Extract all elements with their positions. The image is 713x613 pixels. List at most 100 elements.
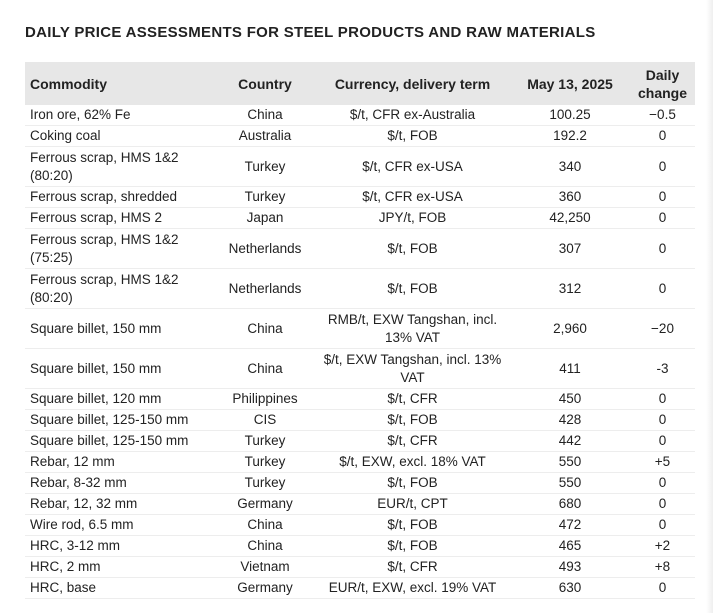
change-cell: 0: [630, 472, 695, 494]
currency-cell: $/t, FOB: [315, 514, 510, 536]
currency-cell: $/t, FOB: [315, 409, 510, 431]
table-row: Ferrous scrap, HMS 1&2 (75:25) Netherlan…: [25, 228, 695, 269]
change-cell: 0: [630, 146, 695, 187]
commodity-cell: Square billet, 150 mm: [25, 348, 215, 389]
change-cell: 0: [630, 577, 695, 599]
commodity-cell: Wire rod, 6.5 mm: [25, 514, 215, 536]
commodity-cell: Ferrous scrap, HMS 1&2 (80:20): [25, 268, 215, 309]
daily-change-header-line2: change: [637, 84, 687, 101]
price-cell: 307: [510, 228, 630, 269]
table-row: Square billet, 150 mm China RMB/t, EXW T…: [25, 308, 695, 349]
column-header-daily-change: Daily change: [630, 62, 695, 105]
currency-cell: $/t, FOB: [315, 535, 510, 557]
country-cell: Vietnam: [215, 556, 315, 578]
country-cell: Japan: [215, 207, 315, 229]
country-cell: China: [215, 308, 315, 349]
currency-cell: $/t, FOB: [315, 472, 510, 494]
currency-cell: JPY/t, FOB: [315, 207, 510, 229]
currency-cell: $/t, EXW, excl. 18% VAT: [315, 451, 510, 473]
change-cell: +2: [630, 535, 695, 557]
price-table-container: Commodity Country Currency, delivery ter…: [25, 62, 695, 599]
country-cell: Australia: [215, 125, 315, 147]
commodity-cell: Ferrous scrap, HMS 1&2 (80:20): [25, 146, 215, 187]
table-row: Ferrous scrap, HMS 1&2 (80:20) Netherlan…: [25, 268, 695, 309]
commodity-cell: Rebar, 12, 32 mm: [25, 493, 215, 515]
country-cell: CIS: [215, 409, 315, 431]
table-row: Coking coal Australia $/t, FOB 192.2 0: [25, 125, 695, 147]
column-header-commodity: Commodity: [25, 62, 215, 105]
change-cell: 0: [630, 493, 695, 515]
table-row: Ferrous scrap, shredded Turkey $/t, CFR …: [25, 186, 695, 208]
commodity-cell: Coking coal: [25, 125, 215, 147]
change-cell: 0: [630, 228, 695, 269]
table-row: Square billet, 125-150 mm Turkey $/t, CF…: [25, 430, 695, 452]
currency-cell: $/t, CFR ex-USA: [315, 186, 510, 208]
right-edge-shadow: [706, 0, 713, 613]
commodity-cell: Square billet, 125-150 mm: [25, 430, 215, 452]
commodity-cell: HRC, 3-12 mm: [25, 535, 215, 557]
price-cell: 312: [510, 268, 630, 309]
country-cell: Turkey: [215, 430, 315, 452]
country-cell: China: [215, 535, 315, 557]
currency-cell: $/t, FOB: [315, 125, 510, 147]
change-cell: +5: [630, 451, 695, 473]
commodity-cell: Ferrous scrap, HMS 2: [25, 207, 215, 229]
table-row: Square billet, 150 mm China $/t, EXW Tan…: [25, 348, 695, 389]
country-cell: China: [215, 105, 315, 126]
change-cell: -3: [630, 348, 695, 389]
table-row: Square billet, 120 mm Philippines $/t, C…: [25, 388, 695, 410]
page-title: DAILY PRICE ASSESSMENTS FOR STEEL PRODUC…: [25, 24, 596, 41]
commodity-cell: Ferrous scrap, HMS 1&2 (75:25): [25, 228, 215, 269]
country-cell: Turkey: [215, 146, 315, 187]
commodity-cell: Square billet, 120 mm: [25, 388, 215, 410]
column-header-currency: Currency, delivery term: [315, 62, 510, 105]
country-cell: Netherlands: [215, 228, 315, 269]
currency-cell: EUR/t, EXW, excl. 19% VAT: [315, 577, 510, 599]
commodity-cell: Ferrous scrap, shredded: [25, 186, 215, 208]
change-cell: 0: [630, 268, 695, 309]
table-row: Wire rod, 6.5 mm China $/t, FOB 472 0: [25, 514, 695, 536]
price-cell: 493: [510, 556, 630, 578]
country-cell: Turkey: [215, 472, 315, 494]
column-header-country: Country: [215, 62, 315, 105]
country-cell: Turkey: [215, 451, 315, 473]
price-cell: 360: [510, 186, 630, 208]
commodity-cell: Square billet, 125-150 mm: [25, 409, 215, 431]
currency-cell: $/t, CFR ex-Australia: [315, 105, 510, 126]
price-cell: 100.25: [510, 105, 630, 126]
price-cell: 192.2: [510, 125, 630, 147]
currency-cell: $/t, CFR: [315, 430, 510, 452]
price-cell: 340: [510, 146, 630, 187]
table-row: HRC, 3-12 mm China $/t, FOB 465 +2: [25, 535, 695, 557]
change-cell: 0: [630, 388, 695, 410]
currency-cell: $/t, CFR: [315, 556, 510, 578]
country-cell: Germany: [215, 577, 315, 599]
table-row: Iron ore, 62% Fe China $/t, CFR ex-Austr…: [25, 105, 695, 126]
table-body: Iron ore, 62% Fe China $/t, CFR ex-Austr…: [25, 105, 695, 599]
price-cell: 450: [510, 388, 630, 410]
price-cell: 465: [510, 535, 630, 557]
header-row: Commodity Country Currency, delivery ter…: [25, 62, 695, 105]
table-row: Rebar, 8-32 mm Turkey $/t, FOB 550 0: [25, 472, 695, 494]
column-header-date: May 13, 2025: [510, 62, 630, 105]
commodity-cell: HRC, 2 mm: [25, 556, 215, 578]
change-cell: −20: [630, 308, 695, 349]
price-cell: 442: [510, 430, 630, 452]
country-cell: Philippines: [215, 388, 315, 410]
change-cell: −0.5: [630, 105, 695, 126]
price-cell: 2,960: [510, 308, 630, 349]
table-row: Rebar, 12 mm Turkey $/t, EXW, excl. 18% …: [25, 451, 695, 473]
currency-cell: EUR/t, CPT: [315, 493, 510, 515]
change-cell: 0: [630, 186, 695, 208]
currency-cell: $/t, FOB: [315, 268, 510, 309]
price-cell: 42,250: [510, 207, 630, 229]
change-cell: 0: [630, 430, 695, 452]
country-cell: Germany: [215, 493, 315, 515]
table-header: Commodity Country Currency, delivery ter…: [25, 62, 695, 105]
table-row: HRC, 2 mm Vietnam $/t, CFR 493 +8: [25, 556, 695, 578]
commodity-cell: Rebar, 8-32 mm: [25, 472, 215, 494]
currency-cell: $/t, CFR ex-USA: [315, 146, 510, 187]
price-cell: 472: [510, 514, 630, 536]
commodity-cell: HRC, base: [25, 577, 215, 599]
country-cell: Netherlands: [215, 268, 315, 309]
